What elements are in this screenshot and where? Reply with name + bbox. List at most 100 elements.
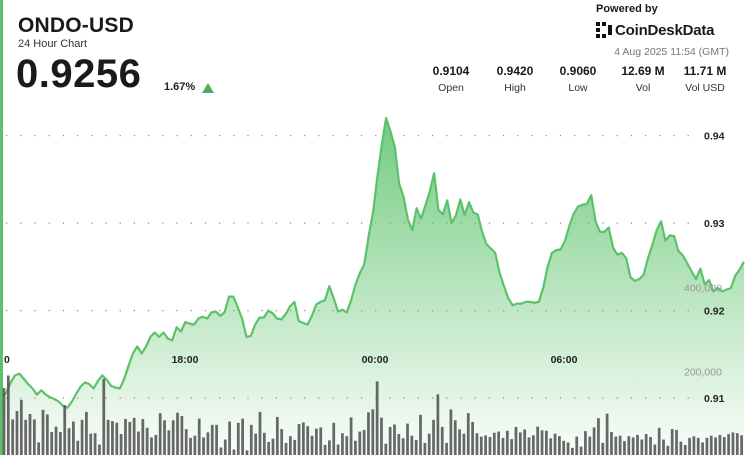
volume-bar bbox=[484, 435, 487, 455]
stat-open-label: Open bbox=[438, 82, 464, 94]
volume-bar bbox=[683, 444, 687, 455]
volume-bar bbox=[206, 432, 210, 455]
volume-bar bbox=[54, 426, 58, 455]
volume-bar bbox=[640, 439, 644, 455]
volume-bar bbox=[731, 432, 735, 455]
volume-bar bbox=[15, 411, 19, 455]
volume-bar bbox=[644, 434, 648, 455]
volume-bar bbox=[562, 440, 566, 455]
volume-bar bbox=[553, 433, 557, 455]
stat-vol-usd: 11.71 M Vol USD bbox=[676, 64, 734, 94]
volume-bar bbox=[6, 375, 10, 455]
volume-bar bbox=[670, 429, 674, 455]
volume-bar bbox=[310, 435, 314, 455]
volume-bar bbox=[2, 388, 6, 455]
stat-low-label: Low bbox=[568, 82, 588, 94]
volume-bar bbox=[341, 433, 344, 455]
volume-bar bbox=[184, 429, 188, 455]
volume-bar bbox=[384, 443, 388, 455]
volume-bar bbox=[284, 442, 288, 455]
volume-bar bbox=[393, 424, 396, 455]
stat-vol-usd-label: Vol USD bbox=[685, 82, 725, 94]
volume-bar bbox=[254, 433, 258, 455]
volume-bar bbox=[714, 437, 717, 455]
volume-bar bbox=[19, 399, 23, 455]
volume-bar bbox=[497, 431, 501, 455]
stat-vol-label: Vol bbox=[635, 82, 651, 94]
volume-bar bbox=[614, 436, 618, 455]
volume-bar bbox=[328, 440, 331, 455]
time-tick-label: 06:00 bbox=[551, 354, 578, 366]
volume-bar bbox=[453, 420, 457, 455]
volume-bar bbox=[288, 436, 292, 455]
current-price: 0.9256 bbox=[16, 52, 142, 96]
coindesk-brand[interactable]: CoinDeskData bbox=[596, 20, 714, 40]
volume-bar bbox=[102, 378, 106, 455]
volume-bar bbox=[280, 429, 284, 455]
stat-vol-usd-value: 11.71 M bbox=[683, 64, 727, 78]
volume-bar bbox=[675, 429, 678, 455]
volume-bar bbox=[471, 421, 474, 455]
volume-bar bbox=[688, 437, 691, 455]
stat-low: 0.9060 Low bbox=[555, 64, 601, 94]
volume-bar bbox=[119, 434, 123, 455]
volume-bar bbox=[462, 433, 466, 455]
volume-bar bbox=[128, 421, 132, 455]
volume-bar bbox=[362, 429, 366, 455]
price-tick-label: 0.94 bbox=[704, 131, 725, 143]
volume-bar bbox=[397, 434, 401, 455]
volume-bar bbox=[666, 445, 670, 455]
volume-bar bbox=[219, 447, 223, 455]
volume-bar bbox=[575, 436, 579, 455]
volume-bar bbox=[558, 436, 561, 455]
volume-bar bbox=[349, 417, 353, 455]
volume-bar bbox=[106, 419, 110, 455]
volume-bar bbox=[145, 427, 149, 455]
volume-bar bbox=[241, 418, 244, 455]
volume-bar bbox=[306, 426, 310, 455]
volume-bar bbox=[63, 405, 67, 455]
volume-bar bbox=[592, 427, 596, 455]
volume-bar bbox=[24, 419, 28, 455]
volume-bar bbox=[618, 435, 622, 455]
volume-bar bbox=[414, 439, 418, 455]
volume-bar bbox=[445, 442, 448, 455]
volume-bar bbox=[323, 444, 327, 455]
timestamp: 4 Aug 2025 11:54 (GMT) bbox=[614, 46, 729, 58]
volume-bar bbox=[245, 450, 249, 455]
volume-bar bbox=[98, 444, 101, 455]
volume-bar bbox=[722, 437, 726, 455]
volume-bar bbox=[150, 437, 153, 455]
volume-bar bbox=[388, 426, 392, 455]
volume-bar bbox=[371, 409, 375, 455]
powered-by-label: Powered by bbox=[596, 3, 658, 15]
volume-bar bbox=[649, 437, 652, 455]
volume-bar bbox=[610, 431, 613, 455]
volume-bar bbox=[735, 433, 739, 455]
volume-bar bbox=[518, 432, 522, 455]
volume-bar bbox=[527, 437, 531, 455]
volume-bar bbox=[115, 422, 119, 455]
volume-bar bbox=[59, 431, 62, 455]
volume-bar bbox=[28, 414, 32, 455]
stat-vol-value: 12.69 M bbox=[621, 64, 665, 78]
volume-bar bbox=[449, 409, 453, 455]
volume-bar bbox=[236, 422, 240, 455]
volume-bar bbox=[367, 412, 370, 455]
volume-bar bbox=[32, 419, 36, 455]
symbol-title: ONDO-USD bbox=[18, 14, 134, 37]
volume-bar bbox=[315, 428, 318, 455]
volume-bar bbox=[232, 449, 236, 455]
volume-bar bbox=[262, 432, 266, 455]
volume-bar bbox=[45, 414, 49, 455]
volume-bar bbox=[466, 413, 470, 455]
volume-bar bbox=[605, 413, 609, 455]
volume-bar bbox=[137, 431, 140, 455]
stat-high-value: 0.9420 bbox=[496, 64, 534, 78]
volume-bar bbox=[41, 409, 45, 455]
volume-bar bbox=[601, 442, 605, 455]
volume-bar bbox=[531, 435, 535, 455]
volume-bar bbox=[692, 436, 696, 455]
volume-bar bbox=[440, 426, 444, 455]
